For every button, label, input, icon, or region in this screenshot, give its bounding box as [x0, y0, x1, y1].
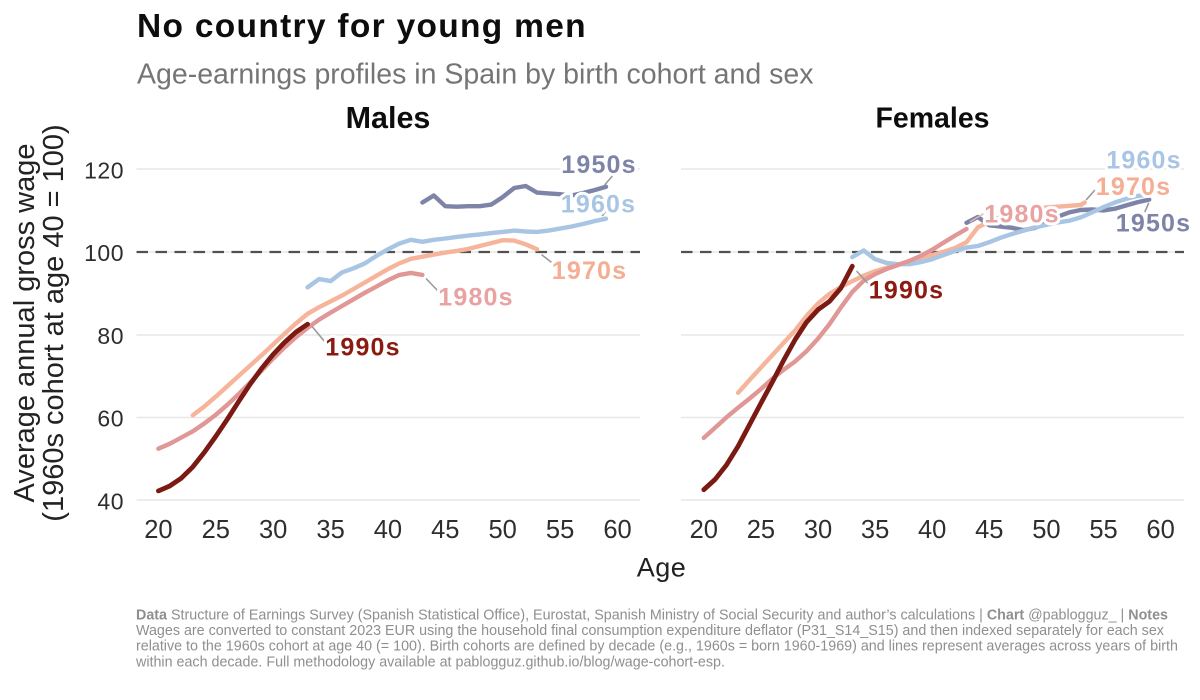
svg-text:50: 50	[1032, 516, 1060, 544]
svg-text:50: 50	[489, 516, 517, 544]
svg-text:20: 20	[144, 516, 172, 544]
svg-text:40: 40	[374, 516, 402, 544]
svg-text:55: 55	[1089, 516, 1117, 544]
svg-text:30: 30	[259, 516, 287, 544]
svg-text:(1960s cohort at age 40 = 100): (1960s cohort at age 40 = 100)	[38, 124, 70, 521]
svg-text:Age-earnings profiles in Spain: Age-earnings profiles in Spain by birth …	[137, 59, 813, 91]
svg-text:55: 55	[546, 516, 574, 544]
svg-text:25: 25	[747, 516, 775, 544]
svg-text:within each decade. Full metho: within each decade. Full methodology ava…	[135, 654, 725, 670]
svg-text:1970s: 1970s	[552, 257, 628, 285]
svg-text:30: 30	[804, 516, 832, 544]
svg-text:100: 100	[84, 240, 124, 266]
svg-text:20: 20	[690, 516, 718, 544]
svg-text:60: 60	[1146, 516, 1174, 544]
svg-text:60: 60	[603, 516, 631, 544]
svg-text:40: 40	[918, 516, 946, 544]
svg-text:1980s: 1980s	[438, 284, 514, 312]
svg-text:1960s: 1960s	[1106, 147, 1182, 175]
svg-text:1980s: 1980s	[984, 201, 1060, 229]
svg-text:40: 40	[97, 488, 124, 514]
svg-text:60: 60	[97, 406, 124, 432]
svg-text:1970s: 1970s	[1096, 173, 1172, 201]
svg-text:Data Structure of Earnings Sur: Data Structure of Earnings Survey (Spani…	[136, 608, 1168, 624]
svg-text:relative to the 1960s cohort a: relative to the 1960s cohort at age 40 (…	[136, 639, 1178, 655]
svg-text:Average annual gross wage: Average annual gross wage	[9, 144, 41, 503]
svg-text:1960s: 1960s	[561, 191, 637, 219]
svg-text:25: 25	[202, 516, 230, 544]
svg-text:Wages are converted to constan: Wages are converted to constant 2023 EUR…	[136, 623, 1164, 639]
svg-text:1950s: 1950s	[561, 151, 637, 179]
svg-text:Males: Males	[346, 101, 431, 135]
svg-text:120: 120	[84, 157, 124, 183]
svg-text:45: 45	[431, 516, 459, 544]
svg-text:1950s: 1950s	[1116, 210, 1192, 238]
svg-text:Females: Females	[875, 103, 989, 135]
svg-text:1990s: 1990s	[869, 277, 945, 305]
svg-text:35: 35	[316, 516, 344, 544]
svg-text:35: 35	[861, 516, 889, 544]
svg-text:80: 80	[97, 323, 124, 349]
svg-text:Age: Age	[637, 553, 687, 583]
svg-text:1990s: 1990s	[325, 334, 401, 362]
svg-text:45: 45	[975, 516, 1003, 544]
svg-text:No country for young men: No country for young men	[137, 8, 587, 45]
